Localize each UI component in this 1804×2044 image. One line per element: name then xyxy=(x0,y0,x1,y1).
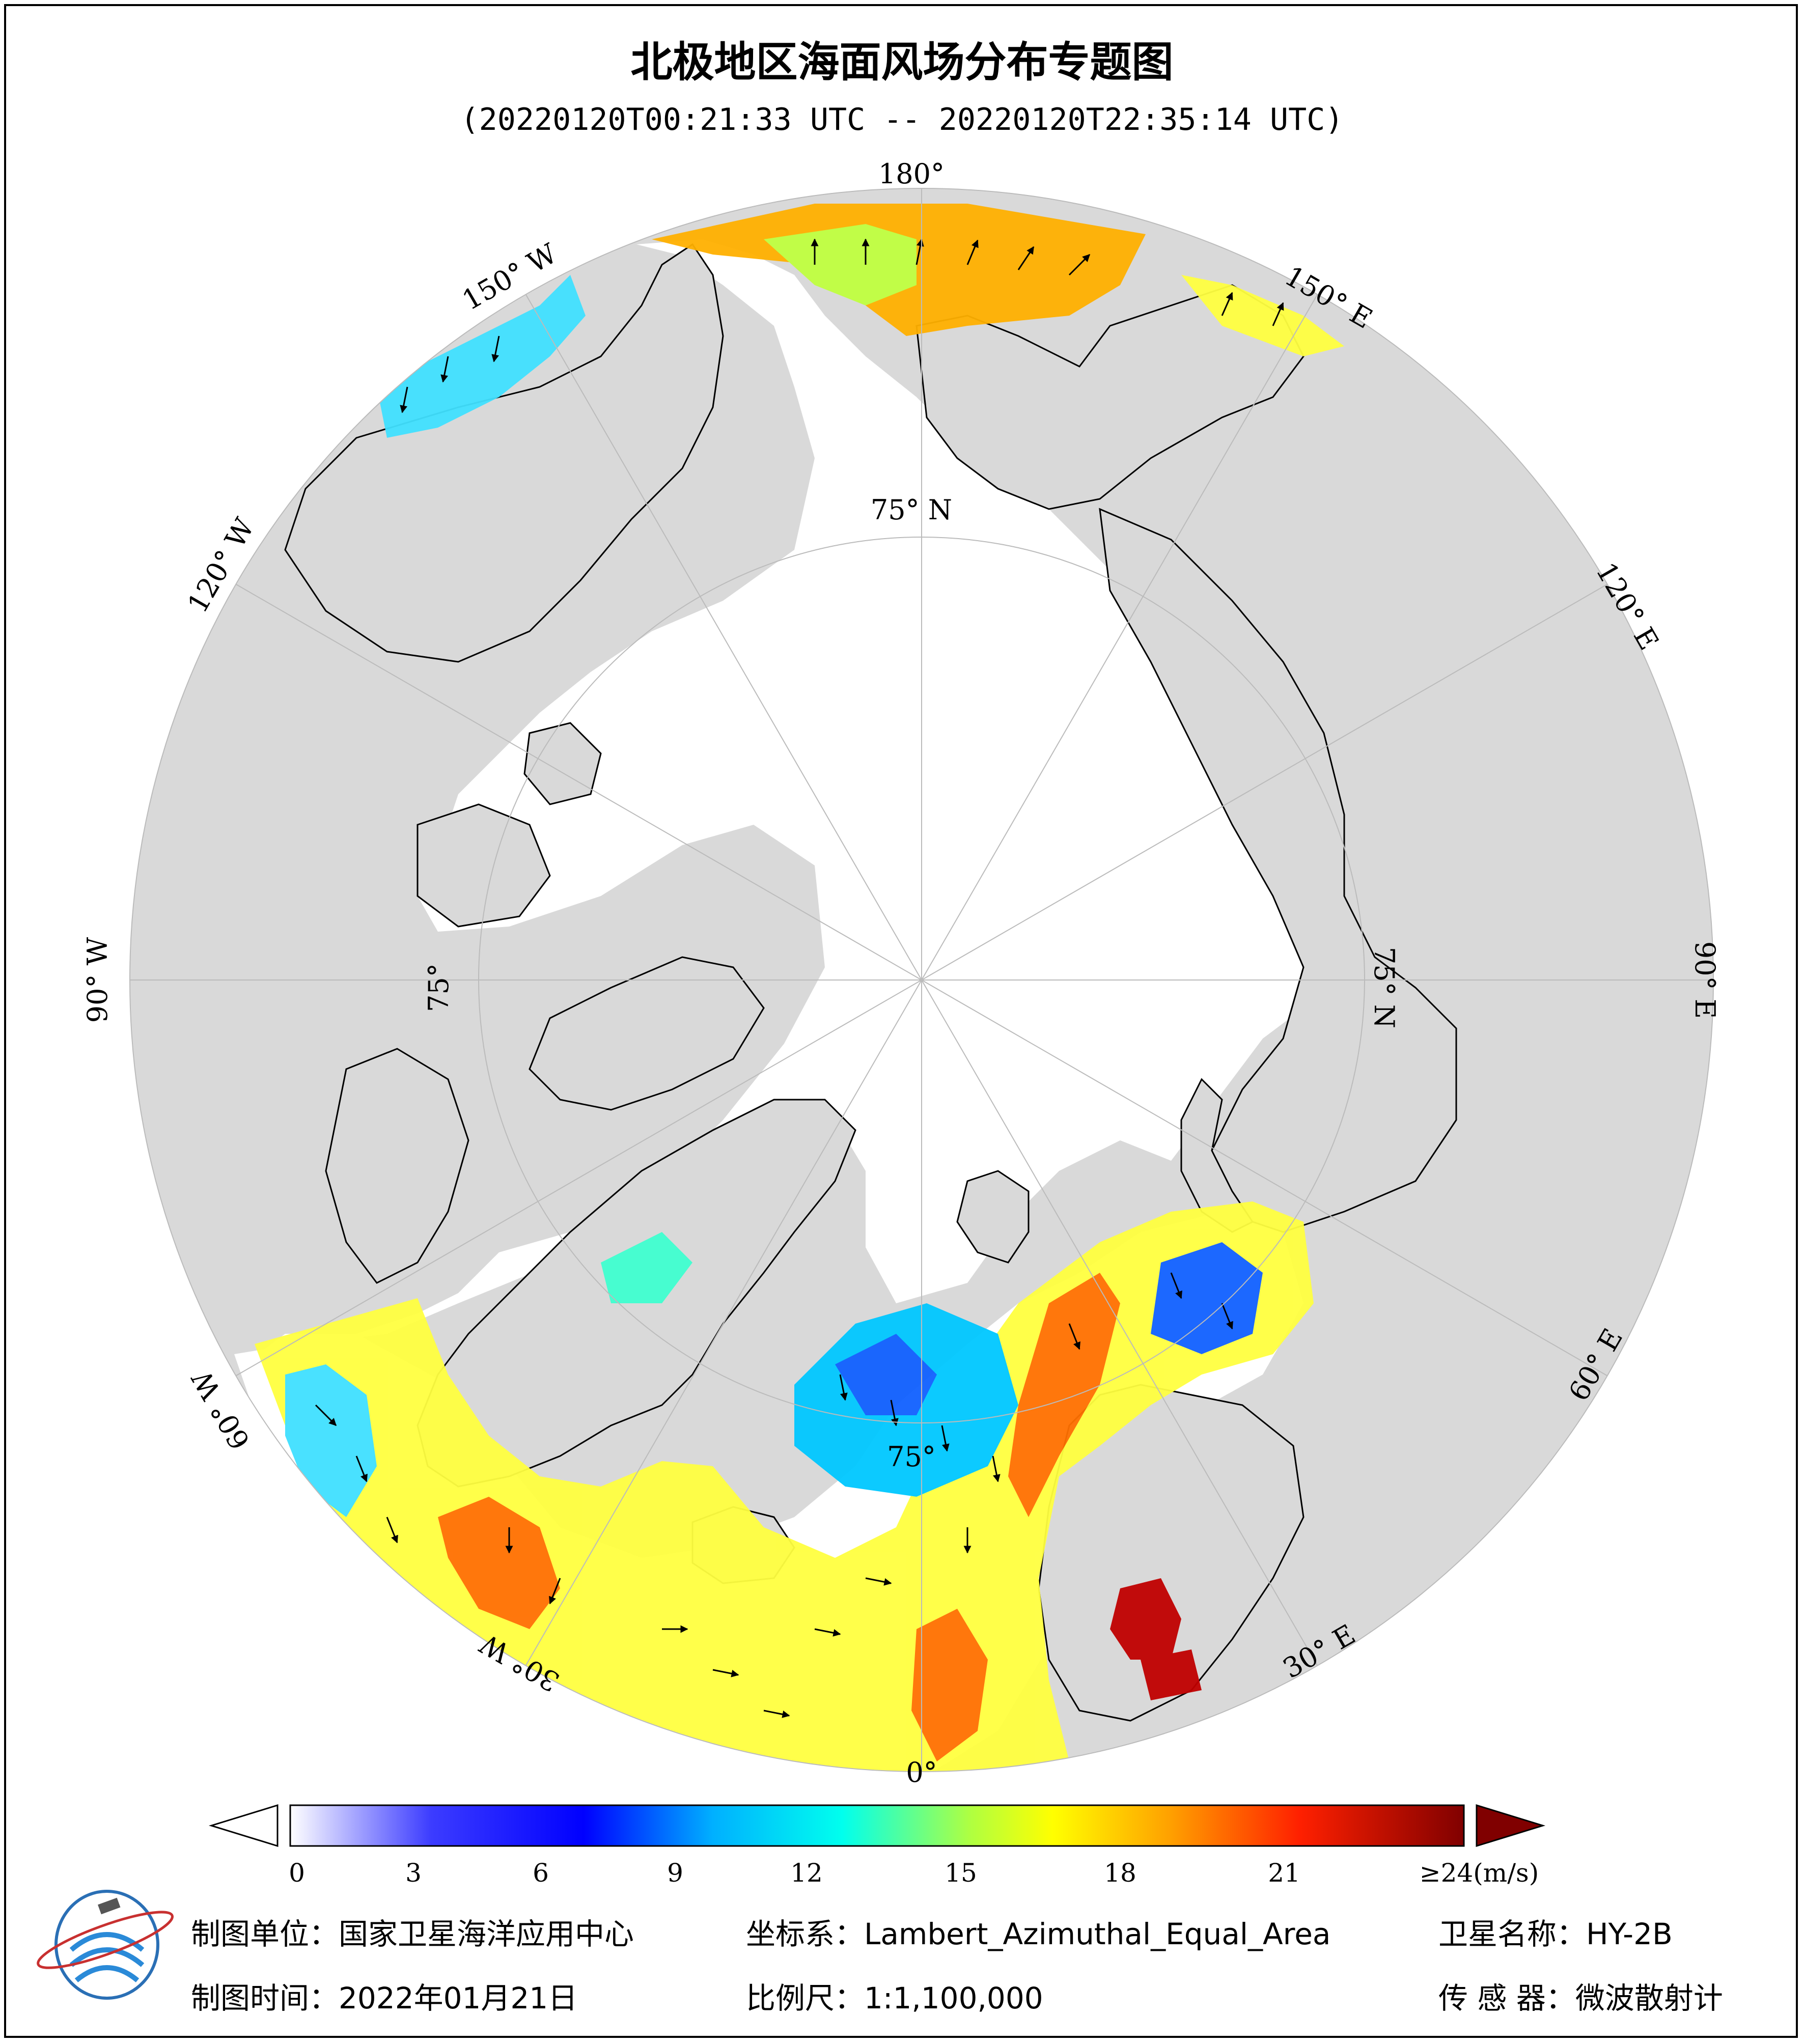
map-disc-border xyxy=(129,188,1714,1772)
arrow-icon xyxy=(814,1628,841,1637)
footer-sensor: 传 感 器：微波散射计 xyxy=(1438,1981,1723,2015)
baffin-island xyxy=(325,1048,469,1284)
colorbar-tick: 9 xyxy=(667,1858,683,1888)
colorbar-tick: ≥24(m/s) xyxy=(1420,1858,1539,1888)
page-frame xyxy=(4,4,1798,2038)
arrow-icon xyxy=(941,1425,950,1452)
colorbar-under-triangle xyxy=(208,1804,279,1847)
lat-label: 75° xyxy=(887,1441,936,1473)
wind-speed-field xyxy=(255,204,1344,1772)
lat-label: 75° xyxy=(423,963,455,1012)
lon-label: 180° xyxy=(878,158,945,190)
footer-scale: 比例尺：1:1,100,000 xyxy=(746,1981,1043,2015)
lon-label: 0° xyxy=(906,1756,937,1788)
arctic-ocean-ice xyxy=(244,239,1324,1364)
lon-label: 90° W xyxy=(81,937,114,1023)
latitude-labels: 75° N 75° N 75° 75° xyxy=(423,494,1400,1473)
arrow-icon xyxy=(355,1455,368,1482)
arrow-icon xyxy=(400,386,408,413)
arrow-icon xyxy=(440,356,449,383)
colorbar-tick: 3 xyxy=(405,1858,422,1888)
arrow-icon xyxy=(966,239,979,265)
arrow-icon xyxy=(1068,1323,1080,1350)
colorbar-tick: 6 xyxy=(533,1858,549,1888)
arrow-icon xyxy=(1068,254,1091,276)
arrow-icon xyxy=(890,1399,899,1426)
arrow-icon xyxy=(1170,1272,1182,1299)
lon-label: 90° E xyxy=(1689,941,1721,1019)
lat-label: 75° N xyxy=(1368,947,1400,1028)
alaska-land xyxy=(284,243,724,663)
colorbar-gradient xyxy=(289,1804,1465,1847)
ellesmere-island xyxy=(529,956,765,1111)
svalbard xyxy=(956,1170,1030,1264)
arrow-icon xyxy=(1221,292,1233,316)
colorbar-tick: 18 xyxy=(1104,1858,1136,1888)
arrow-icon xyxy=(992,1455,1001,1482)
arrow-icon xyxy=(915,238,924,265)
footer-coordinate-system: 坐标系：Lambert_Azimuthal_Equal_Area xyxy=(746,1917,1331,1951)
arrow-icon xyxy=(315,1404,337,1426)
footer-mapping-unit: 制图单位：国家卫星海洋应用中心 xyxy=(191,1917,634,1951)
siberia-land xyxy=(1099,508,1457,1233)
footer-satellite-name: 卫星名称：HY-2B xyxy=(1438,1917,1673,1951)
arrow-icon xyxy=(491,335,500,362)
colorbar-tick: 0 xyxy=(289,1858,305,1888)
footer-mapping-time: 制图时间：2022年01月21日 xyxy=(191,1981,578,2015)
arrow-icon xyxy=(763,1710,790,1718)
nsoas-logo-icon xyxy=(37,1890,174,2000)
arrow-icon xyxy=(839,1374,848,1401)
graticule xyxy=(130,188,1713,1772)
arrow-icon xyxy=(865,1577,892,1586)
colorbar-tick: 12 xyxy=(790,1858,823,1888)
chukotka-land xyxy=(915,284,1305,510)
colorbar-over-triangle xyxy=(1476,1804,1546,1847)
arrow-icon xyxy=(386,1517,398,1544)
page-subtitle: (20220120T00:21:33 UTC -- 20220120T22:35… xyxy=(460,102,1344,137)
lat-label: 75° N xyxy=(871,494,952,526)
victoria-island xyxy=(417,803,551,928)
arrow-icon xyxy=(549,1578,561,1605)
arrow-icon xyxy=(712,1669,739,1677)
page-title: 北极地区海面风场分布专题图 xyxy=(630,38,1174,87)
colorbar-tick: 21 xyxy=(1268,1858,1300,1888)
colorbar-tick: 15 xyxy=(945,1858,977,1888)
arrow-icon xyxy=(1221,1303,1233,1330)
wind-arrows xyxy=(315,238,1284,1718)
arrow-icon xyxy=(1272,302,1284,326)
arrow-icon xyxy=(1017,246,1035,270)
colorbar: 0 3 6 9 12 15 18 21 ≥24(m/s) xyxy=(208,1804,1546,1888)
